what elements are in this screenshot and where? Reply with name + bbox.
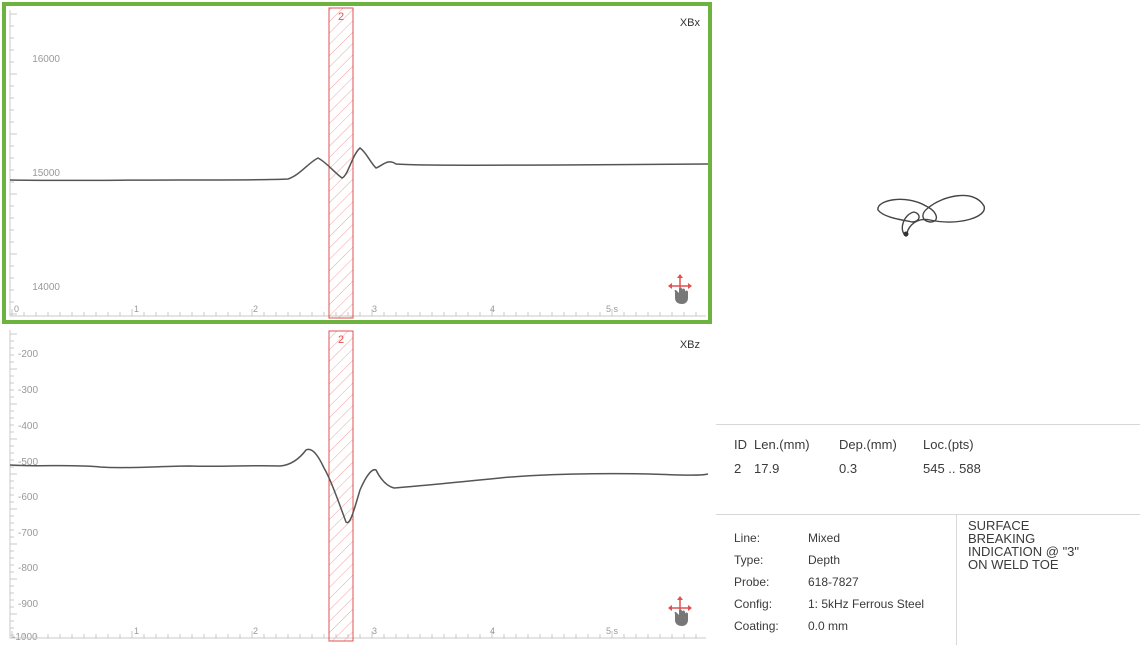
info-config-value: 1: 5kHz Ferrous Steel xyxy=(808,597,925,611)
top-x-tick-label: 1 xyxy=(134,304,139,314)
bottom-x-tick-label: 4 xyxy=(490,626,495,636)
bottom-y-ticks xyxy=(10,333,17,636)
top-x-tick-label: 5 s xyxy=(606,304,619,314)
indication-marker-label: 2 xyxy=(338,334,344,346)
impedance-plane-canvas xyxy=(877,194,985,238)
top-y-ticks xyxy=(10,13,17,315)
channel-label-xbz: XBz xyxy=(680,339,700,351)
bottom-y-tick-label: -900 xyxy=(18,599,38,610)
xbz-signal-trace xyxy=(9,448,709,524)
lissajous-impedance-plane[interactable] xyxy=(716,0,1140,420)
pan-hand-icon[interactable] xyxy=(668,274,692,304)
info-type-label: Type: xyxy=(734,553,764,567)
results-cell-depth[interactable]: 0.3 xyxy=(839,461,858,476)
bottom-y-tick-label: -500 xyxy=(18,457,38,468)
channel-label-xbx: XBx xyxy=(680,17,701,29)
bottom-y-tick-label: -700 xyxy=(18,528,38,539)
info-line-label: Line: xyxy=(734,531,761,545)
top-x-tick-label: 2 xyxy=(253,304,258,314)
bottom-x-tick-label: 5 s xyxy=(606,626,619,636)
indication-results-table: ID Len.(mm) Dep.(mm) Loc.(pts) 2 17.9 0.… xyxy=(716,424,1140,513)
top-y-tick-label: 14000 xyxy=(32,282,60,293)
bottom-y-tick-label: -800 xyxy=(18,563,38,574)
results-header-depth: Dep.(mm) xyxy=(839,437,897,452)
indication-marker-label: 2 xyxy=(338,11,344,23)
top-y-tick-label: 15000 xyxy=(32,168,60,179)
xbx-plot[interactable]: 16000 15000 14000 0 1 2 3 4 5 s 2 XBx xyxy=(2,2,712,324)
xbz-plot[interactable]: -200 -300 -400 -500 -600 -700 -800 -900 … xyxy=(9,330,709,643)
scan-info-panel: Line: Mixed Type: Depth Probe: 618-7827 … xyxy=(716,514,1140,645)
pan-hand-icon[interactable] xyxy=(668,596,692,626)
info-coating-label: Coating: xyxy=(734,619,779,633)
top-x-tick-label: 4 xyxy=(490,304,495,314)
info-divider xyxy=(956,515,957,645)
signal-plots-canvas[interactable]: 16000 15000 14000 0 1 2 3 4 5 s 2 XBx xyxy=(0,0,716,644)
results-header-location: Loc.(pts) xyxy=(923,437,974,452)
top-x-tick-label: 0 xyxy=(14,304,19,314)
results-header-length: Len.(mm) xyxy=(754,437,810,452)
results-header-id: ID xyxy=(734,437,747,452)
info-coating-value: 0.0 mm xyxy=(808,619,849,633)
bottom-x-ticks xyxy=(11,631,697,638)
signal-plots[interactable]: 16000 15000 14000 0 1 2 3 4 5 s 2 XBx xyxy=(0,0,716,644)
trajectory-dot xyxy=(903,231,909,237)
info-probe-value: 618-7827 xyxy=(808,575,859,589)
top-x-ticks xyxy=(11,309,697,316)
bottom-x-tick-label: 3 xyxy=(372,626,377,636)
selected-plot-frame xyxy=(2,2,712,324)
info-type-value: Depth xyxy=(808,553,841,567)
top-x-tick-label: 3 xyxy=(372,304,377,314)
bottom-y-tick-label: -400 xyxy=(18,421,38,432)
bottom-y-tick-label: -600 xyxy=(18,492,38,503)
info-line-value: Mixed xyxy=(808,531,841,545)
bottom-y-tick-label: -200 xyxy=(18,349,38,360)
indication-marker-region[interactable] xyxy=(328,7,354,319)
info-config-label: Config: xyxy=(734,597,773,611)
bottom-x-tick-label: 2 xyxy=(253,626,258,636)
indication-note: SURFACE BREAKING INDICATION @ "3" ON WEL… xyxy=(968,518,1080,572)
impedance-trajectory xyxy=(877,194,985,238)
xbx-signal-trace xyxy=(9,147,709,182)
results-cell-length[interactable]: 17.9 xyxy=(754,461,780,476)
top-y-tick-label: 16000 xyxy=(32,54,60,65)
info-probe-label: Probe: xyxy=(734,575,770,589)
bottom-y-tick-label: -300 xyxy=(18,385,38,396)
bottom-x-tick-label: 1 xyxy=(134,626,139,636)
results-cell-id[interactable]: 2 xyxy=(734,461,742,476)
results-cell-location[interactable]: 545 .. 588 xyxy=(923,461,981,476)
